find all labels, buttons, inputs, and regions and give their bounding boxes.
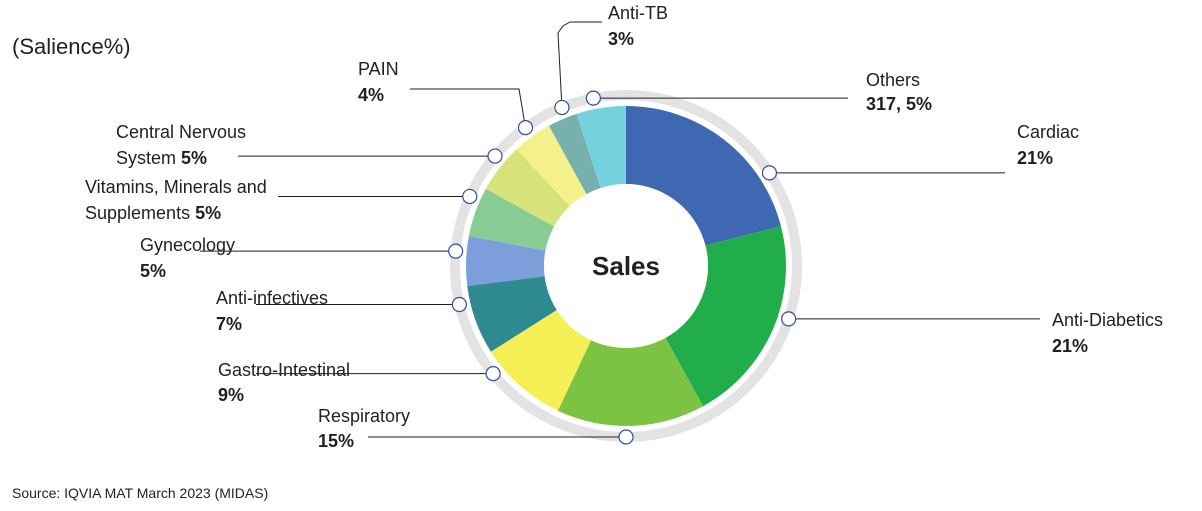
connector-dot-anti-diabetics (781, 311, 797, 327)
connector-dot-cardiac (761, 165, 778, 181)
connector-dot-pain (517, 120, 534, 136)
source-note: Source: IQVIA MAT March 2023 (MIDAS) (12, 485, 268, 501)
label-vitamins-minerals-and-supplements-line2: Supplements 5% (85, 203, 221, 223)
value-anti-tb: 3% (608, 29, 634, 49)
value-anti-infectives: 7% (216, 314, 242, 334)
label-vitamins-minerals-and-supplements-line1: Vitamins, Minerals and (85, 177, 267, 197)
donut-hole (544, 184, 708, 348)
value-vitamins-minerals-and-supplements: 5% (190, 203, 221, 223)
value-central-nervous-system: 5% (176, 148, 207, 168)
label-anti-infectives: Anti-infectives (216, 288, 328, 308)
label-central-nervous-system-line2: System 5% (116, 148, 207, 168)
value-respiratory: 15% (318, 431, 354, 451)
slice-labels: Cardiac 21% Anti-Diabetics 21% Respiratory 15… (85, 3, 1163, 451)
connector-anti-tb (557, 21, 602, 108)
connector-dot-anti-tb (554, 99, 570, 116)
value-pain: 4% (358, 85, 384, 105)
slice-anti-tb (548, 113, 601, 195)
connector-dot-others (585, 90, 601, 106)
label-pain: PAIN (358, 59, 399, 79)
slice-gynecology (466, 236, 546, 287)
slice-anti-diabetics (665, 226, 786, 407)
connector-pain (410, 88, 526, 128)
slice-respiratory (557, 337, 704, 427)
slice-cardiac (626, 106, 781, 246)
connector-dot-central-nervous-system (487, 148, 503, 164)
value-anti-diabetics: 21% (1052, 336, 1088, 356)
slice-anti-infectives (467, 276, 557, 352)
slice-central-nervous-system (485, 149, 570, 227)
donut-slices (466, 106, 786, 427)
label-cardiac: Cardiac (1017, 122, 1079, 142)
slice-pain (516, 125, 587, 207)
label-central-nervous-system-line1: Central Nervous (116, 122, 246, 142)
connector-dot-gastro-intestinal (485, 366, 501, 382)
label-others: Others (866, 70, 920, 90)
slice-vitamins-minerals-and-supplements (468, 188, 555, 251)
slice-others (576, 106, 626, 189)
label-anti-diabetics: Anti-Diabetics (1052, 310, 1163, 330)
label-respiratory: Respiratory (318, 406, 410, 426)
connector-dot-respiratory (618, 429, 634, 445)
value-gastro-intestinal: 9% (218, 385, 244, 405)
connector-dot-gynecology (448, 243, 464, 259)
slice-gastro-intestinal (490, 309, 592, 411)
label-gastro-intestinal: Gastro-Intestinal (218, 360, 350, 380)
center-label: Sales (592, 251, 660, 281)
value-gynecology: 5% (140, 261, 166, 281)
label-connectors (200, 21, 1040, 445)
value-cardiac: 21% (1017, 148, 1053, 168)
label-gynecology: Gynecology (140, 235, 235, 255)
connector-dot-anti-infectives (451, 296, 467, 313)
label-anti-tb: Anti-TB (608, 3, 668, 23)
connector-dot-vitamins-minerals-and-supplements (462, 188, 478, 205)
value-others: 317, 5% (866, 94, 932, 114)
chart-title: (Salience%) (12, 34, 131, 59)
